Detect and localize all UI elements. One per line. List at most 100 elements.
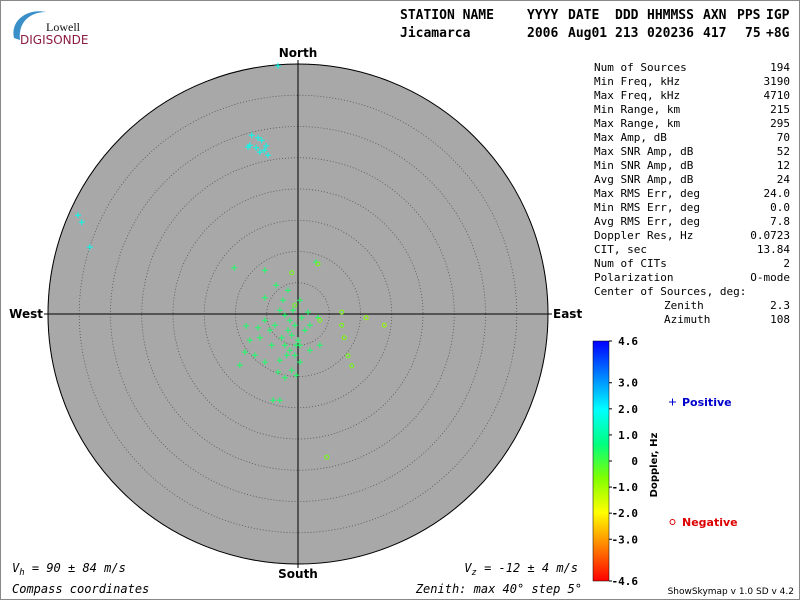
point-positive (78, 219, 85, 226)
point-positive (293, 372, 300, 379)
colorbar-tick-label: -4.6 (612, 575, 639, 588)
point-negative (339, 322, 345, 328)
stat-label: Min Freq, kHz (594, 75, 680, 88)
logo-top: Lowell (46, 20, 81, 34)
header-value: +8G (766, 26, 790, 41)
point-negative (292, 302, 298, 308)
stat-label: Max Freq, kHz (594, 89, 680, 102)
point-positive (305, 309, 311, 316)
logo: Lowell DIGISONDE (13, 11, 88, 47)
stat-value: 7.8 (770, 215, 790, 228)
stat-label: Max RMS Err, deg (594, 187, 700, 200)
legend-label: Positive (682, 396, 732, 409)
point-positive (256, 334, 263, 341)
point-negative (289, 270, 295, 276)
stat-label: Max SNR Amp, dB (594, 145, 694, 158)
point-positive (261, 359, 268, 366)
stat-label: Max Amp, dB (594, 131, 667, 144)
point-positive (271, 322, 278, 329)
colorbar-tick-label: 2.0 (618, 403, 638, 416)
colorbar-tick-label: 1.0 (618, 429, 638, 442)
stat-label: Min SNR Amp, dB (594, 159, 694, 172)
point-positive (236, 362, 243, 369)
header-label: AXN (703, 8, 727, 23)
legend-item: Positive (669, 396, 732, 409)
stat-value: 24.0 (764, 187, 791, 200)
point-positive (296, 297, 303, 304)
version-note: ShowSkymap v 1.0 SD v 4.2 (668, 587, 794, 597)
point-positive (293, 342, 300, 349)
legend-item: Negative (669, 516, 738, 529)
point-positive (75, 212, 81, 219)
point-positive (265, 152, 271, 159)
point-positive (261, 294, 268, 301)
stat-value: 3190 (764, 75, 791, 88)
dir-label: East (553, 307, 582, 321)
point-positive (306, 322, 313, 329)
velocity-symbol: V (464, 561, 472, 575)
point-positive (290, 307, 296, 314)
stat-value: 2 (783, 257, 790, 270)
stat-label: Center of Sources, deg: (594, 285, 746, 298)
point-positive (270, 397, 276, 404)
stat-label: Zenith (664, 299, 704, 312)
stat-value: 0.0 (770, 201, 790, 214)
point-positive (286, 317, 293, 324)
stat-value: 108 (770, 313, 790, 326)
header-value: 417 (703, 26, 726, 41)
velocity-annotation: Vh = 90 ± 84 m/s (12, 561, 126, 578)
header-value: 020236 (647, 26, 694, 41)
point-positive (276, 397, 283, 404)
stat-value: 215 (770, 103, 790, 116)
point-negative (315, 261, 321, 267)
point-positive (245, 144, 251, 151)
point-positive (266, 327, 273, 334)
colorbar-tick-label: -2.0 (612, 507, 639, 520)
point-negative (345, 353, 351, 359)
header-value: Jicamarca (400, 26, 471, 41)
point-positive (261, 267, 268, 274)
point-positive (306, 347, 313, 354)
point-positive (276, 357, 283, 364)
dir-label: North (279, 46, 317, 60)
stat-value: 295 (770, 117, 790, 130)
point-positive (273, 282, 280, 289)
point-positive (255, 134, 261, 141)
legend-symbol (669, 398, 676, 406)
header-label: YYYY (527, 8, 558, 23)
velocity-symbol: V (12, 561, 20, 575)
legend-label: Negative (682, 516, 738, 529)
stat-label: Min RMS Err, deg (594, 201, 700, 214)
point-positive (246, 337, 253, 344)
stat-value: 24 (777, 173, 791, 186)
point-negative (381, 322, 387, 328)
stat-value: O-mode (750, 271, 790, 284)
colorbar-tick-label: 4.6 (618, 335, 638, 348)
stat-value: 194 (770, 61, 790, 74)
point-positive (248, 132, 255, 139)
velocity-text: = 90 ± 84 m/s (25, 561, 126, 575)
logo-bottom: DIGISONDE (20, 33, 88, 47)
stat-label: Max Range, km (594, 117, 680, 130)
point-positive (281, 374, 288, 381)
zenith-note: Zenith: max 40° step 5° (415, 582, 582, 596)
velocity-subscript: z (471, 568, 476, 578)
point-negative (349, 363, 355, 369)
colorbar-tick-label: 0 (631, 455, 638, 468)
point-positive (275, 369, 281, 376)
point-positive (268, 342, 275, 349)
point-positive (285, 327, 291, 334)
header-value: 213 (615, 26, 638, 41)
colorbar-label: Doppler, Hz (649, 433, 660, 498)
legend-symbol (669, 519, 676, 525)
point-positive (86, 244, 93, 251)
point-positive (253, 144, 260, 151)
stat-value: 0.0723 (750, 229, 790, 242)
stat-label: Azimuth (664, 313, 710, 326)
header-label: DATE (568, 8, 599, 23)
point-positive (275, 62, 281, 69)
point-positive (281, 342, 288, 349)
velocity-subscript: h (19, 568, 24, 578)
stat-value: 52 (777, 145, 790, 158)
point-positive (255, 324, 261, 331)
